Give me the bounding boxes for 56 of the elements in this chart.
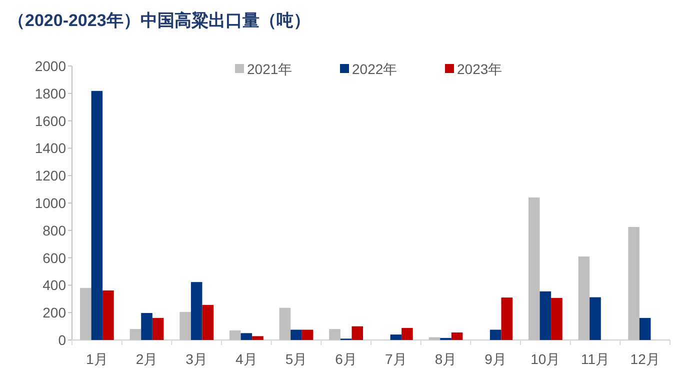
bar: [252, 336, 264, 340]
chart-title: （2020-2023年）中国高粱出口量（吨）: [8, 11, 310, 30]
bar: [639, 318, 651, 340]
bar: [80, 288, 92, 340]
x-tick-label: 6月: [335, 351, 357, 367]
bar: [501, 298, 513, 340]
bar: [102, 290, 114, 340]
x-tick-label: 3月: [186, 351, 208, 367]
legend-label: 2021年: [247, 61, 292, 77]
bar: [202, 304, 214, 340]
y-tick-label: 200: [42, 304, 66, 321]
y-tick-label: 800: [42, 222, 66, 238]
x-tick-label: 4月: [236, 351, 258, 367]
y-tick-label: 400: [42, 277, 66, 294]
y-tick-label: 1000: [34, 195, 66, 211]
legend-label: 2022年: [352, 61, 398, 77]
y-tick-label: 1400: [34, 140, 66, 156]
y-tick-label: 0: [58, 332, 66, 348]
bar: [590, 297, 601, 340]
bar: [190, 282, 202, 340]
bar: [130, 329, 142, 340]
y-tick-label: 1800: [34, 85, 66, 102]
bar: [180, 312, 191, 340]
x-tick-label: 9月: [484, 351, 506, 367]
y-tick-label: 1200: [34, 168, 66, 184]
bar: [152, 318, 164, 340]
x-tick-label: 11月: [580, 351, 610, 367]
bar: [402, 328, 413, 340]
x-tick-label: 5月: [285, 351, 308, 367]
bar: [329, 329, 340, 340]
bar: [302, 330, 314, 340]
bar: [578, 256, 590, 340]
bar: [528, 198, 540, 340]
x-tick-label: 12月: [630, 351, 660, 367]
x-tick-label: 10月: [530, 351, 560, 367]
bar: [240, 333, 252, 340]
bar: [540, 291, 552, 340]
legend-label: 2023年: [457, 61, 502, 77]
bar: [279, 308, 291, 340]
x-tick-label: 2月: [136, 351, 158, 367]
y-tick-label: 600: [42, 250, 66, 266]
bar: [290, 330, 302, 340]
bar: [628, 226, 640, 340]
x-tick-label: 1月: [86, 351, 108, 367]
y-tick-label: 1600: [34, 112, 66, 129]
bar: [91, 90, 103, 340]
bar: [352, 326, 364, 340]
x-tick-label: 7月: [385, 351, 407, 367]
bar: [551, 298, 562, 340]
x-tick-label: 8月: [434, 351, 457, 367]
bar: [451, 332, 463, 340]
y-tick-label: 2000: [34, 58, 66, 74]
bar: [490, 330, 502, 340]
bar: [141, 313, 152, 340]
bar: [229, 330, 241, 340]
bar: [390, 334, 402, 340]
